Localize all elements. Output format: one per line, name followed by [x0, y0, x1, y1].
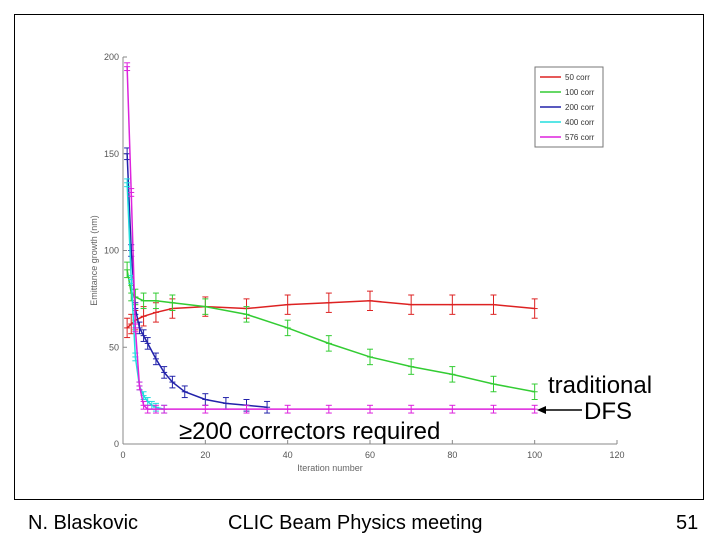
- data-point: [531, 404, 538, 414]
- series-4: [124, 62, 538, 414]
- legend-label: 576 corr: [565, 133, 595, 142]
- data-point: [531, 298, 538, 319]
- x-tick-label: 40: [283, 450, 293, 460]
- data-point: [202, 298, 209, 315]
- series-2: [124, 147, 271, 414]
- y-tick-label: 50: [109, 342, 119, 352]
- data-point: [169, 294, 176, 311]
- x-tick-label: 120: [609, 450, 624, 460]
- data-point: [152, 292, 159, 310]
- x-tick-label: 20: [200, 450, 210, 460]
- data-point: [136, 321, 143, 335]
- data-point: [124, 317, 131, 339]
- data-point: [408, 358, 415, 375]
- data-point: [181, 385, 188, 399]
- chart-axes: 0 50 100 150 200 0 20 40 60 80 100 120 Iteration num…: [89, 52, 625, 473]
- data-point: [449, 404, 456, 414]
- data-point: [132, 323, 139, 333]
- legend-item: 576 corr: [540, 133, 595, 142]
- emittance-chart: 0 50 100 150 200 0 20 40 60 80 100 120 Iteration num…: [89, 52, 652, 473]
- data-point: [325, 404, 332, 414]
- data-point: [152, 404, 159, 414]
- data-point: [284, 294, 291, 315]
- data-point: [243, 306, 250, 323]
- data-point: [264, 400, 271, 414]
- data-point: [367, 290, 373, 311]
- data-point: [140, 306, 147, 327]
- data-point: [161, 366, 168, 379]
- data-point: [449, 366, 456, 383]
- legend-label: 200 corr: [565, 103, 595, 112]
- data-point: [128, 188, 135, 197]
- legend-item: 100 corr: [540, 88, 595, 97]
- correctors-annotation: ≥200 correctors required: [179, 418, 440, 445]
- footer-author: N. Blaskovic: [28, 512, 139, 534]
- chart-plot-area: [124, 62, 538, 414]
- y-axis-label: Emittance growth (nm): [89, 215, 99, 306]
- data-point: [490, 404, 497, 414]
- data-point: [490, 294, 497, 315]
- data-point: [490, 375, 497, 393]
- data-point: [325, 292, 332, 313]
- chart-legend: 50 corr 100 corr 200 corr 400 corr 576 corr: [534, 66, 604, 148]
- data-point: [284, 404, 291, 414]
- data-point: [408, 294, 415, 315]
- data-point: [140, 329, 147, 342]
- data-point: [169, 375, 176, 389]
- data-point: [243, 404, 250, 414]
- footer-page-number: 51: [676, 512, 699, 534]
- data-point: [124, 261, 131, 279]
- series-line: [126, 269, 535, 393]
- legend-label: 100 corr: [565, 88, 595, 97]
- y-tick-label: 200: [104, 52, 119, 62]
- series-line: [126, 153, 268, 408]
- data-point: [531, 383, 538, 400]
- x-tick-label: 80: [447, 450, 457, 460]
- traditional-annotation-line2: DFS: [584, 398, 632, 425]
- y-tick-label: 150: [104, 149, 119, 159]
- slide-frame: 0 50 100 150 200 0 20 40 60 80 100 120 Iteration num…: [14, 14, 704, 500]
- data-point: [140, 292, 147, 310]
- data-point: [124, 147, 131, 161]
- series-0: [124, 290, 538, 339]
- data-point: [124, 178, 131, 188]
- chart-annotations: ≥200 correctors required traditional DFS: [179, 372, 652, 445]
- traditional-annotation-line1: traditional: [548, 372, 652, 399]
- data-point: [202, 404, 209, 414]
- y-tick-label: 0: [114, 439, 119, 449]
- data-point: [144, 337, 151, 350]
- series-line: [126, 66, 535, 410]
- x-tick-label: 100: [527, 450, 542, 460]
- data-point: [144, 404, 151, 414]
- x-tick-label: 0: [120, 450, 125, 460]
- data-point: [124, 62, 131, 72]
- legend-label: 400 corr: [565, 118, 595, 127]
- series-1: [124, 261, 538, 400]
- data-point: [222, 397, 229, 410]
- data-point: [408, 404, 415, 414]
- data-point: [161, 404, 168, 414]
- legend-item: 200 corr: [540, 103, 595, 112]
- data-point: [367, 348, 373, 366]
- footer-meeting: CLIC Beam Physics meeting: [228, 512, 483, 534]
- x-axis-label: Iteration number: [297, 463, 363, 473]
- data-point: [202, 393, 209, 406]
- data-point: [152, 352, 159, 366]
- data-point: [325, 335, 332, 352]
- series-3: [124, 178, 168, 414]
- dfs-arrow: [537, 406, 582, 414]
- legend-item: 50 corr: [540, 73, 590, 82]
- legend-item: 400 corr: [540, 118, 595, 127]
- y-tick-label: 100: [104, 246, 119, 256]
- data-point: [284, 319, 291, 337]
- data-point: [136, 381, 143, 391]
- data-point: [449, 294, 456, 315]
- x-tick-label: 60: [365, 450, 375, 460]
- data-point: [367, 404, 373, 414]
- legend-label: 50 corr: [565, 73, 590, 82]
